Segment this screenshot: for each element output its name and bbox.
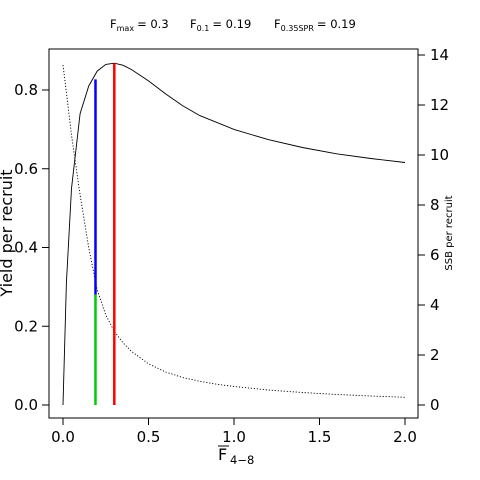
x-axis-label-main: F [218, 445, 227, 464]
y2-tick-label: 12 [430, 96, 449, 114]
ref-f035spr: F0.35SPR = 0.19 [274, 17, 356, 33]
x-tick-label: 1.5 [308, 428, 332, 446]
x-axis-label: F 4−8 [218, 445, 254, 467]
x-tick-label: 2.0 [393, 428, 417, 446]
ref-f01: F0.1 = 0.19 [190, 17, 251, 33]
y-tick-label: 0.4 [14, 239, 38, 257]
x-axis-label-sub: 4−8 [230, 453, 254, 467]
y2-tick-label: 0 [430, 396, 440, 414]
y-axis-label: Yield per recruit [0, 169, 16, 297]
y2-tick-label: 6 [430, 246, 440, 264]
y-tick-label: 0.2 [14, 317, 38, 335]
y-tick-label: 0.8 [14, 81, 38, 99]
y-tick-label: 0.6 [14, 160, 38, 178]
y2-tick-label: 4 [430, 296, 440, 314]
y2-tick-label: 10 [430, 146, 449, 164]
yield-per-recruit-line [62, 62, 406, 406]
y2-axis-label: SSB per recruit [444, 195, 455, 270]
y2-tick-label: 8 [430, 196, 440, 214]
x-tick-label: 0.0 [51, 428, 75, 446]
y-tick-label: 0.0 [14, 396, 38, 414]
y2-tick-label: 2 [430, 346, 440, 364]
plot-frame [48, 48, 419, 419]
ref-fmax: Fmax = 0.3 [110, 17, 169, 33]
x-tick-label: 1.0 [222, 428, 246, 446]
x-tick-label: 0.5 [137, 428, 161, 446]
y2-tick-label: 14 [430, 46, 449, 64]
